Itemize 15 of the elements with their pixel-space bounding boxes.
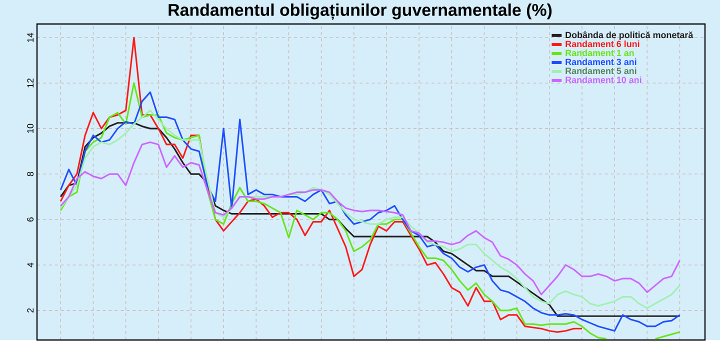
y-tick-label: 8 — [27, 172, 34, 176]
chart-title: Randamentul obligațiunilor guvernamentale (%) — [168, 4, 552, 20]
y-tick-label: 6 — [27, 217, 34, 222]
y-tick-label: 14 — [27, 32, 34, 42]
legend-label: Randament 5 ani — [566, 68, 636, 74]
y-tick-label: 12 — [27, 78, 34, 88]
line-series — [60, 141, 681, 296]
legend-label: Randament 10 ani — [566, 76, 642, 84]
legend-label: Dobânda de politică monetară — [566, 31, 694, 40]
y-tick-label: 2 — [27, 308, 34, 313]
y-tick-label: 4 — [27, 262, 34, 268]
y-tick-label: 10 — [27, 124, 34, 133]
legend-label: Randament 1 an — [566, 50, 634, 56]
legend-label: Randament 6 luni — [566, 40, 640, 48]
legend-label: Randament 3 ani — [566, 58, 636, 66]
